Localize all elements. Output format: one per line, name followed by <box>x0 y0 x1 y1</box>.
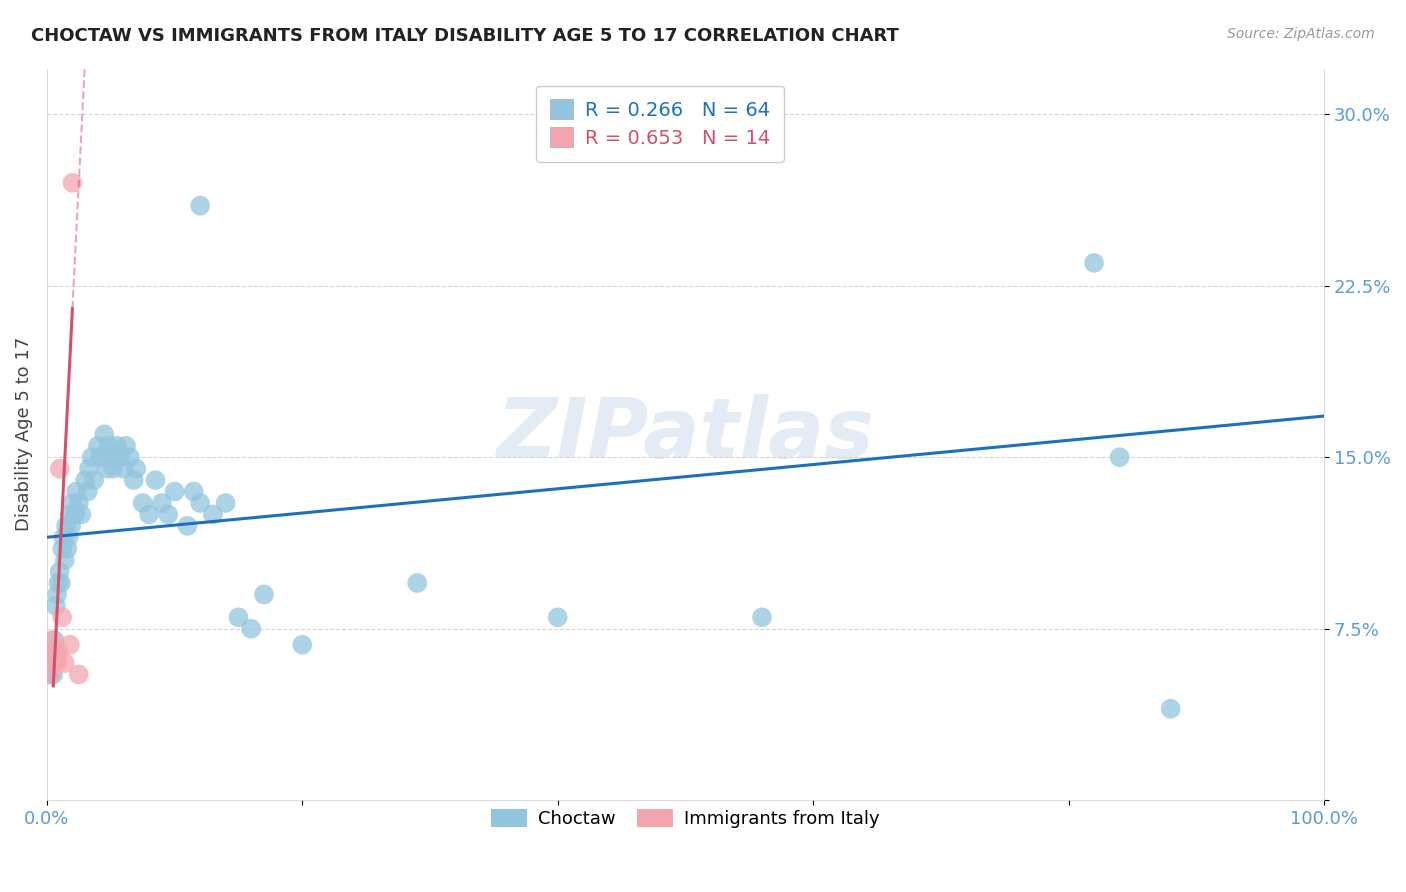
Point <box>97 439 120 453</box>
Point <box>39 644 62 658</box>
Point <box>122 473 145 487</box>
Point <box>58 530 80 544</box>
Point <box>44 633 66 648</box>
Text: CHOCTAW VS IMMIGRANTS FROM ITALY DISABILITY AGE 5 TO 17 CORRELATION CHART: CHOCTAW VS IMMIGRANTS FROM ITALY DISABIL… <box>31 27 898 45</box>
Point <box>83 473 105 487</box>
Point <box>115 439 138 453</box>
Point <box>38 667 60 681</box>
Point <box>1108 450 1130 465</box>
Point <box>38 644 60 658</box>
Point <box>67 667 90 681</box>
Point <box>1083 256 1105 270</box>
Point <box>103 461 125 475</box>
Point <box>48 644 70 658</box>
Point <box>163 484 186 499</box>
Point <box>80 450 103 465</box>
Point <box>67 496 90 510</box>
Point <box>215 496 238 510</box>
Point <box>228 610 250 624</box>
Point <box>100 450 122 465</box>
Point <box>76 484 98 499</box>
Point <box>62 176 84 190</box>
Point <box>46 587 69 601</box>
Point <box>41 633 63 648</box>
Point <box>56 541 79 556</box>
Legend: Choctaw, Immigrants from Italy: Choctaw, Immigrants from Italy <box>484 801 887 835</box>
Point <box>1160 702 1182 716</box>
Point <box>39 667 62 681</box>
Point <box>51 610 73 624</box>
Point <box>118 450 141 465</box>
Point <box>49 576 72 591</box>
Point <box>41 656 63 670</box>
Y-axis label: Disability Age 5 to 17: Disability Age 5 to 17 <box>15 337 32 532</box>
Text: Source: ZipAtlas.com: Source: ZipAtlas.com <box>1227 27 1375 41</box>
Point <box>46 656 69 670</box>
Point <box>59 638 82 652</box>
Point <box>48 565 70 579</box>
Point <box>201 508 224 522</box>
Point <box>108 450 131 465</box>
Point <box>63 508 86 522</box>
Point <box>77 461 100 475</box>
Point <box>138 508 160 522</box>
Point <box>87 439 110 453</box>
Point <box>145 473 167 487</box>
Point <box>188 496 211 510</box>
Point <box>42 667 65 681</box>
Point <box>75 473 97 487</box>
Point <box>240 622 263 636</box>
Point <box>60 518 83 533</box>
Point <box>112 461 135 475</box>
Point <box>176 518 198 533</box>
Point <box>406 576 429 591</box>
Point <box>89 450 111 465</box>
Point <box>96 461 118 475</box>
Point <box>125 461 148 475</box>
Point <box>44 656 66 670</box>
Point <box>48 576 70 591</box>
Point <box>45 644 67 658</box>
Point <box>131 496 153 510</box>
Point <box>157 508 180 522</box>
Point <box>48 461 70 475</box>
Point <box>253 587 276 601</box>
Point <box>751 610 773 624</box>
Point <box>105 439 128 453</box>
Point <box>55 518 77 533</box>
Point <box>291 638 314 652</box>
Point <box>70 508 93 522</box>
Point <box>62 496 84 510</box>
Point <box>52 530 75 544</box>
Text: ZIPatlas: ZIPatlas <box>496 394 875 475</box>
Point <box>188 199 211 213</box>
Point <box>65 484 87 499</box>
Point <box>53 553 76 567</box>
Point <box>93 427 115 442</box>
Point <box>183 484 205 499</box>
Point <box>45 599 67 613</box>
Point <box>150 496 173 510</box>
Point <box>53 656 76 670</box>
Point <box>547 610 569 624</box>
Point <box>42 656 65 670</box>
Point <box>51 541 73 556</box>
Point <box>59 508 82 522</box>
